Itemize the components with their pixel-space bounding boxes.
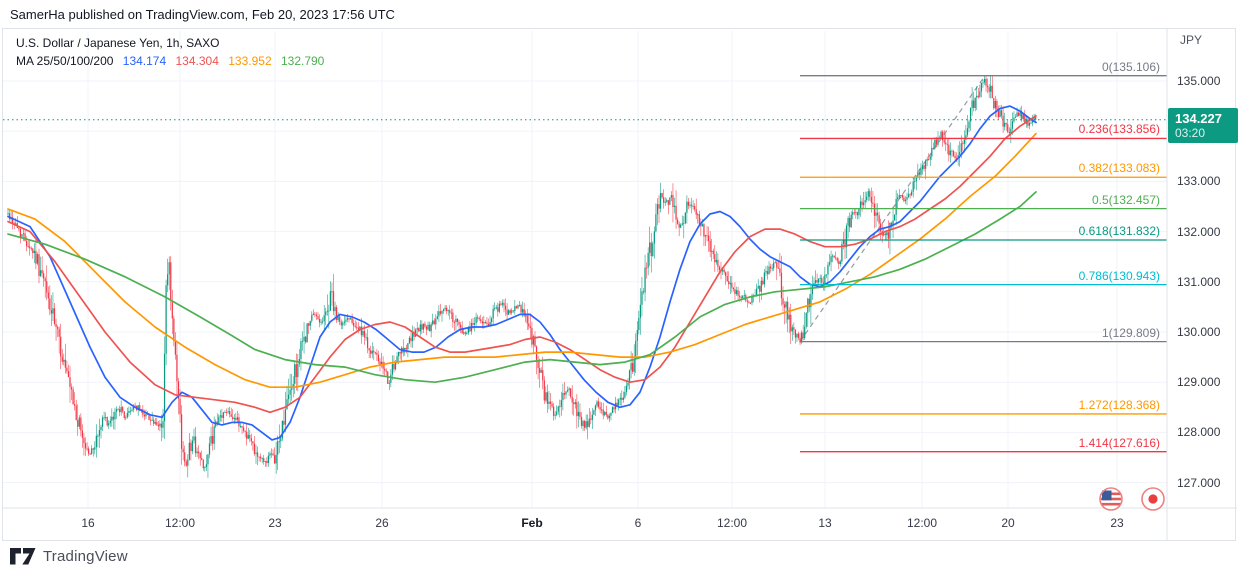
price-tick-label: 128.000 (1177, 425, 1221, 440)
currency-label: JPY (1180, 33, 1203, 47)
publish-info: SamerHa published on TradingView.com, Fe… (10, 7, 395, 22)
ma25-value: 134.174 (122, 54, 167, 68)
chart-legend: U.S. Dollar / Japanese Yen, 1h, SAXO MA … (16, 34, 330, 70)
time-tick-label: 20 (1001, 516, 1015, 530)
fib-level-label: 1.272(128.368) (1078, 397, 1160, 412)
ma25-line (7, 105, 1037, 441)
price-tick-label: 130.000 (1177, 325, 1221, 339)
ma200-value: 132.790 (280, 54, 325, 68)
symbol-title[interactable]: U.S. Dollar / Japanese Yen, 1h, SAXO (16, 36, 220, 50)
price-tick-label: 129.000 (1177, 375, 1221, 390)
fib-level-label: 0.786(130.943) (1078, 268, 1160, 283)
ma100-value: 133.952 (228, 54, 272, 68)
time-tick-label: 23 (268, 516, 282, 530)
tradingview-logo-icon[interactable] (10, 548, 36, 565)
time-tick-label: 6 (634, 516, 642, 530)
fib-level-label: 0(135.106) (1101, 59, 1160, 74)
fib-level-label: 0.382(133.083) (1078, 161, 1160, 176)
tradingview-brand[interactable]: TradingView (43, 548, 128, 565)
price-tick-label: 127.000 (1177, 475, 1221, 490)
fib-level-label: 0.618(131.832) (1078, 224, 1160, 239)
ma100-line (7, 132, 1037, 389)
time-tick-label: 12:00 (716, 516, 748, 530)
fib-level-label: 0.236(133.856) (1078, 122, 1160, 137)
last-price-badge: 134.227 03:20 (1168, 107, 1238, 143)
price-tick-label: 133.000 (1177, 174, 1221, 189)
last-price-value: 134.227 (1175, 110, 1222, 126)
time-tick-label: 16 (81, 516, 95, 530)
usd-flag-icon (1099, 487, 1123, 511)
price-tick-label: 132.000 (1177, 224, 1221, 239)
time-tick-label: 12:00 (164, 516, 196, 530)
currency-flag-icons (1099, 487, 1165, 511)
ma200-line (7, 191, 1037, 384)
time-tick-label: 26 (375, 516, 389, 530)
fib-level-label: 0.5(132.457) (1091, 192, 1160, 207)
fib-level-label: 1(129.809) (1101, 325, 1160, 340)
price-tick-label: 131.000 (1177, 274, 1221, 289)
time-tick-label: 12:00 (906, 516, 938, 530)
ma-label[interactable]: MA 25/50/100/200 (16, 54, 114, 68)
ma-legend: MA 25/50/100/200 134.174 134.304 133.952… (16, 52, 330, 70)
ma50-value: 134.304 (175, 54, 219, 68)
time-tick-label: 23 (1110, 516, 1124, 530)
time-tick-label: 13 (818, 516, 832, 530)
price-tick-label: 135.000 (1177, 74, 1221, 88)
fib-level-label: 1.414(127.616) (1078, 435, 1160, 450)
footer: TradingView (10, 548, 128, 565)
bar-countdown: 03:20 (1175, 125, 1206, 140)
ma50-line (7, 115, 1037, 414)
jpy-flag-icon (1141, 487, 1165, 511)
time-tick-label: Feb (521, 516, 543, 530)
